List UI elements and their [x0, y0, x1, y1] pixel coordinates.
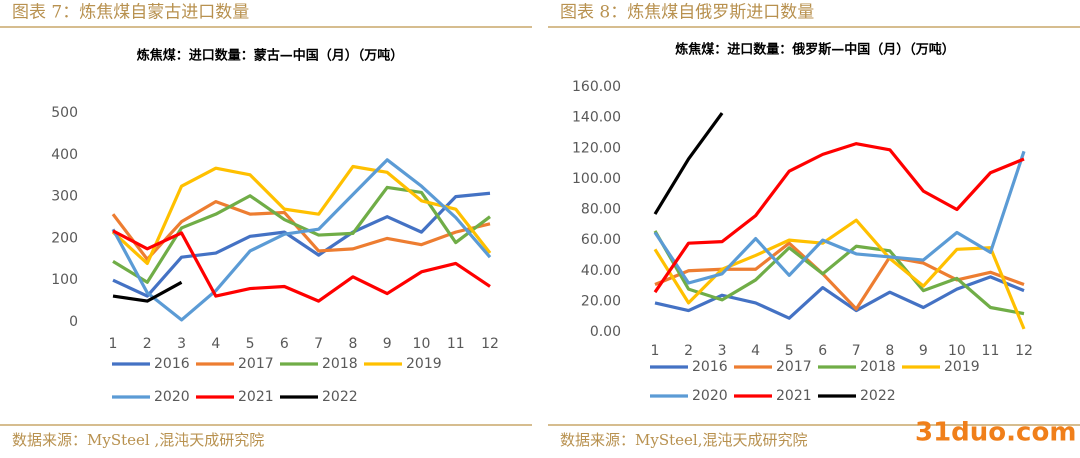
watermark: 31duo.com	[915, 418, 1076, 448]
x-tick-label: 9	[383, 336, 392, 352]
x-tick-label: 12	[1015, 343, 1033, 359]
legend-label: 2018	[322, 356, 358, 372]
x-tick-label: 10	[948, 343, 966, 359]
legend-label: 2019	[944, 359, 980, 375]
y-tick-label: 160.00	[572, 79, 621, 95]
y-tick-label: 500	[51, 105, 78, 121]
x-tick-label: 9	[919, 343, 928, 359]
x-tick-label: 1	[109, 336, 118, 352]
x-tick-label: 3	[718, 343, 727, 359]
y-tick-label: 100.00	[572, 171, 621, 187]
y-tick-label: 120.00	[572, 140, 621, 156]
x-tick-label: 10	[413, 336, 431, 352]
x-tick-label: 8	[885, 343, 894, 359]
source-note: 数据来源：MySteel,混沌天成研究院	[560, 431, 807, 449]
x-tick-label: 11	[982, 343, 1000, 359]
x-tick-label: 1	[651, 343, 660, 359]
legend-label: 2022	[860, 388, 896, 404]
x-tick-label: 2	[684, 343, 693, 359]
legend-label: 2020	[154, 389, 190, 405]
series-line	[111, 164, 492, 266]
x-tick-label: 7	[314, 336, 323, 352]
source-note: 数据来源：MySteel ,混沌天成研究院	[12, 431, 264, 449]
x-tick-label: 7	[852, 343, 861, 359]
legend-label: 2019	[406, 356, 442, 372]
x-tick-label: 4	[211, 336, 220, 352]
legend-label: 2018	[860, 359, 896, 375]
series-line	[112, 229, 491, 303]
y-tick-label: 20.00	[581, 293, 621, 309]
legend-label: 2021	[776, 388, 812, 404]
series-line	[653, 112, 724, 215]
series-line	[653, 230, 1025, 316]
x-tick-label: 5	[785, 343, 794, 359]
legend-label: 2021	[238, 389, 274, 405]
y-tick-label: 0.00	[590, 324, 621, 340]
series-line	[654, 241, 1025, 311]
x-tick-label: 11	[447, 336, 465, 352]
chart-header: 图表 8：炼焦煤自俄罗斯进口数量	[560, 3, 814, 23]
legend-label: 2016	[154, 356, 190, 372]
chart-title: 炼焦煤：进口数量：蒙古—中国（月）（万吨）	[137, 48, 404, 64]
legend-label: 2020	[692, 388, 728, 404]
y-tick-label: 200	[51, 230, 78, 246]
y-tick-label: 400	[51, 147, 78, 163]
x-tick-label: 5	[246, 336, 255, 352]
x-tick-label: 6	[280, 336, 289, 352]
x-tick-label: 4	[751, 343, 760, 359]
y-tick-label: 0	[69, 314, 78, 330]
y-tick-label: 140.00	[572, 110, 621, 126]
legend-label: 2022	[322, 389, 358, 405]
series-line	[653, 218, 1026, 330]
y-tick-label: 60.00	[581, 232, 621, 248]
chart-header: 图表 7：炼焦煤自蒙古进口数量	[12, 3, 249, 23]
y-tick-label: 80.00	[581, 202, 621, 218]
series-line	[112, 191, 491, 298]
x-tick-label: 8	[348, 336, 357, 352]
series-line	[112, 280, 183, 303]
y-tick-label: 300	[51, 189, 78, 205]
x-tick-label: 2	[143, 336, 152, 352]
y-tick-label: 100	[51, 272, 78, 288]
series-line	[653, 142, 1025, 294]
y-tick-label: 40.00	[581, 263, 621, 279]
chart-title: 炼焦煤：进口数量：俄罗斯—中国（月）（万吨）	[675, 42, 955, 58]
legend-label: 2017	[776, 359, 812, 375]
legend-label: 2017	[238, 356, 274, 372]
legend-label: 2016	[692, 359, 728, 375]
series-line	[111, 158, 492, 322]
x-tick-label: 3	[177, 336, 186, 352]
x-tick-label: 12	[481, 336, 499, 352]
series-line	[653, 150, 1026, 285]
x-tick-label: 6	[818, 343, 827, 359]
